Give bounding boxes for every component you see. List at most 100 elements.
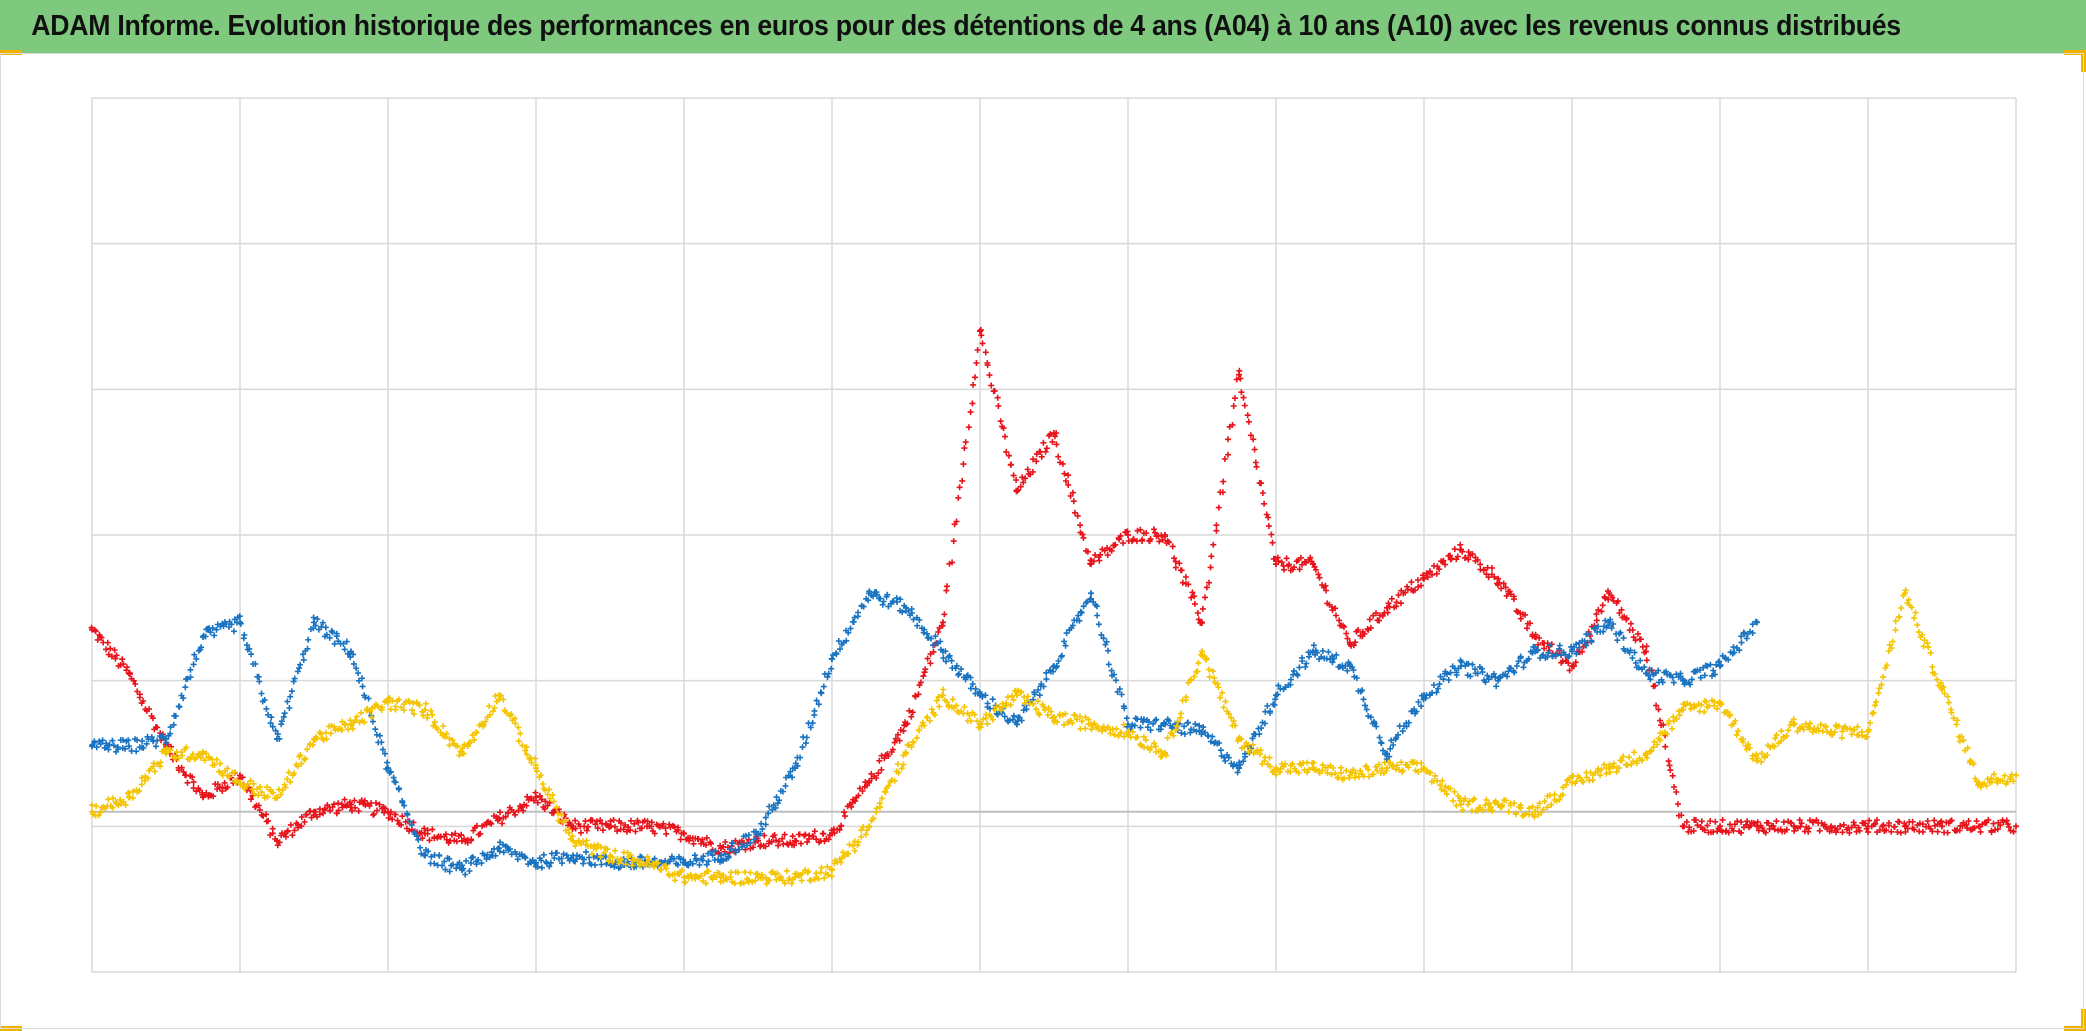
corner-accent-top-right [2064,50,2086,55]
data-point [607,852,613,859]
data-point [1199,648,1205,655]
data-point [1384,765,1390,772]
data-point [126,670,132,677]
data-point [1976,779,1982,786]
data-point [1199,728,1205,735]
data-point [1384,750,1390,757]
data-point [274,837,280,844]
data-point [1495,575,1501,582]
data-point [903,750,909,757]
data-point [1014,692,1020,699]
data-point [533,794,539,801]
data-point [422,706,428,713]
data-point [237,619,243,626]
data-point [1643,648,1649,655]
data-point [1754,757,1760,764]
series-2-markers [89,587,2017,887]
data-point [1865,823,1871,830]
series-2 [89,587,2019,887]
data-point [385,808,391,815]
data-point [570,823,576,830]
data-point [792,837,798,844]
data-point [718,845,724,852]
title-bar: ADAM Informe. Evolution historique des p… [0,0,2086,53]
data-point [1717,663,1723,670]
data-point [1458,546,1464,553]
data-point [866,823,872,830]
data-point [1495,677,1501,684]
data-point [422,830,428,837]
data-point [1273,692,1279,699]
data-point [829,867,835,874]
data-point [792,765,798,772]
data-point [1532,633,1538,640]
data-point [274,794,280,801]
data-point [1791,823,1797,830]
data-point [348,721,354,728]
data-point [1162,750,1168,757]
data-point [1828,823,1834,830]
data-point [311,735,317,742]
data-point [348,801,354,808]
data-point [1458,801,1464,808]
data-point [533,859,539,866]
data-point [1162,532,1168,538]
data-point [126,743,132,750]
data-point [1310,648,1316,655]
data-point [1569,663,1575,670]
grid-layer [91,97,2017,973]
data-point [792,874,798,881]
data-point [1643,670,1649,677]
data-point [977,692,983,699]
data-point [126,794,132,801]
data-point [977,721,983,728]
data-point [1606,765,1612,772]
data-point [1680,677,1686,684]
data-point [1088,561,1094,568]
data-point [1384,604,1390,611]
series-0-markers [88,326,2017,857]
data-point [1643,750,1649,757]
data-point [1569,648,1575,655]
data-point [163,750,169,757]
data-point [903,721,909,728]
data-point [607,823,613,830]
data-point [311,619,317,626]
series-0 [88,326,2019,857]
data-point [570,852,576,859]
data-point [940,648,946,655]
data-point [755,874,761,881]
data-point [718,852,724,859]
data-point [829,655,835,662]
data-point [1976,823,1982,830]
data-point [755,830,761,837]
data-point [1495,801,1501,808]
data-point [459,867,465,874]
data-point [1125,728,1131,735]
data-point [1310,765,1316,772]
data-point [237,779,243,786]
data-point [1421,575,1427,582]
data-point [1532,648,1538,655]
data-point [718,874,724,881]
data-point [1236,735,1242,742]
data-point [1236,765,1242,772]
data-point [1939,684,1945,691]
data-point [1273,765,1279,772]
data-point [1939,823,1945,830]
data-point [681,859,687,866]
data-point [1680,823,1686,830]
data-point [1162,721,1168,728]
data-point [903,604,909,611]
data-point [1310,561,1316,568]
data-point [1828,728,1834,735]
data-point [940,619,946,626]
data-point [1347,772,1353,779]
data-point [1532,808,1538,815]
data-point [1236,371,1242,378]
data-point [200,794,206,801]
data-point [274,735,280,742]
data-point [829,830,835,837]
data-point [1088,590,1094,597]
